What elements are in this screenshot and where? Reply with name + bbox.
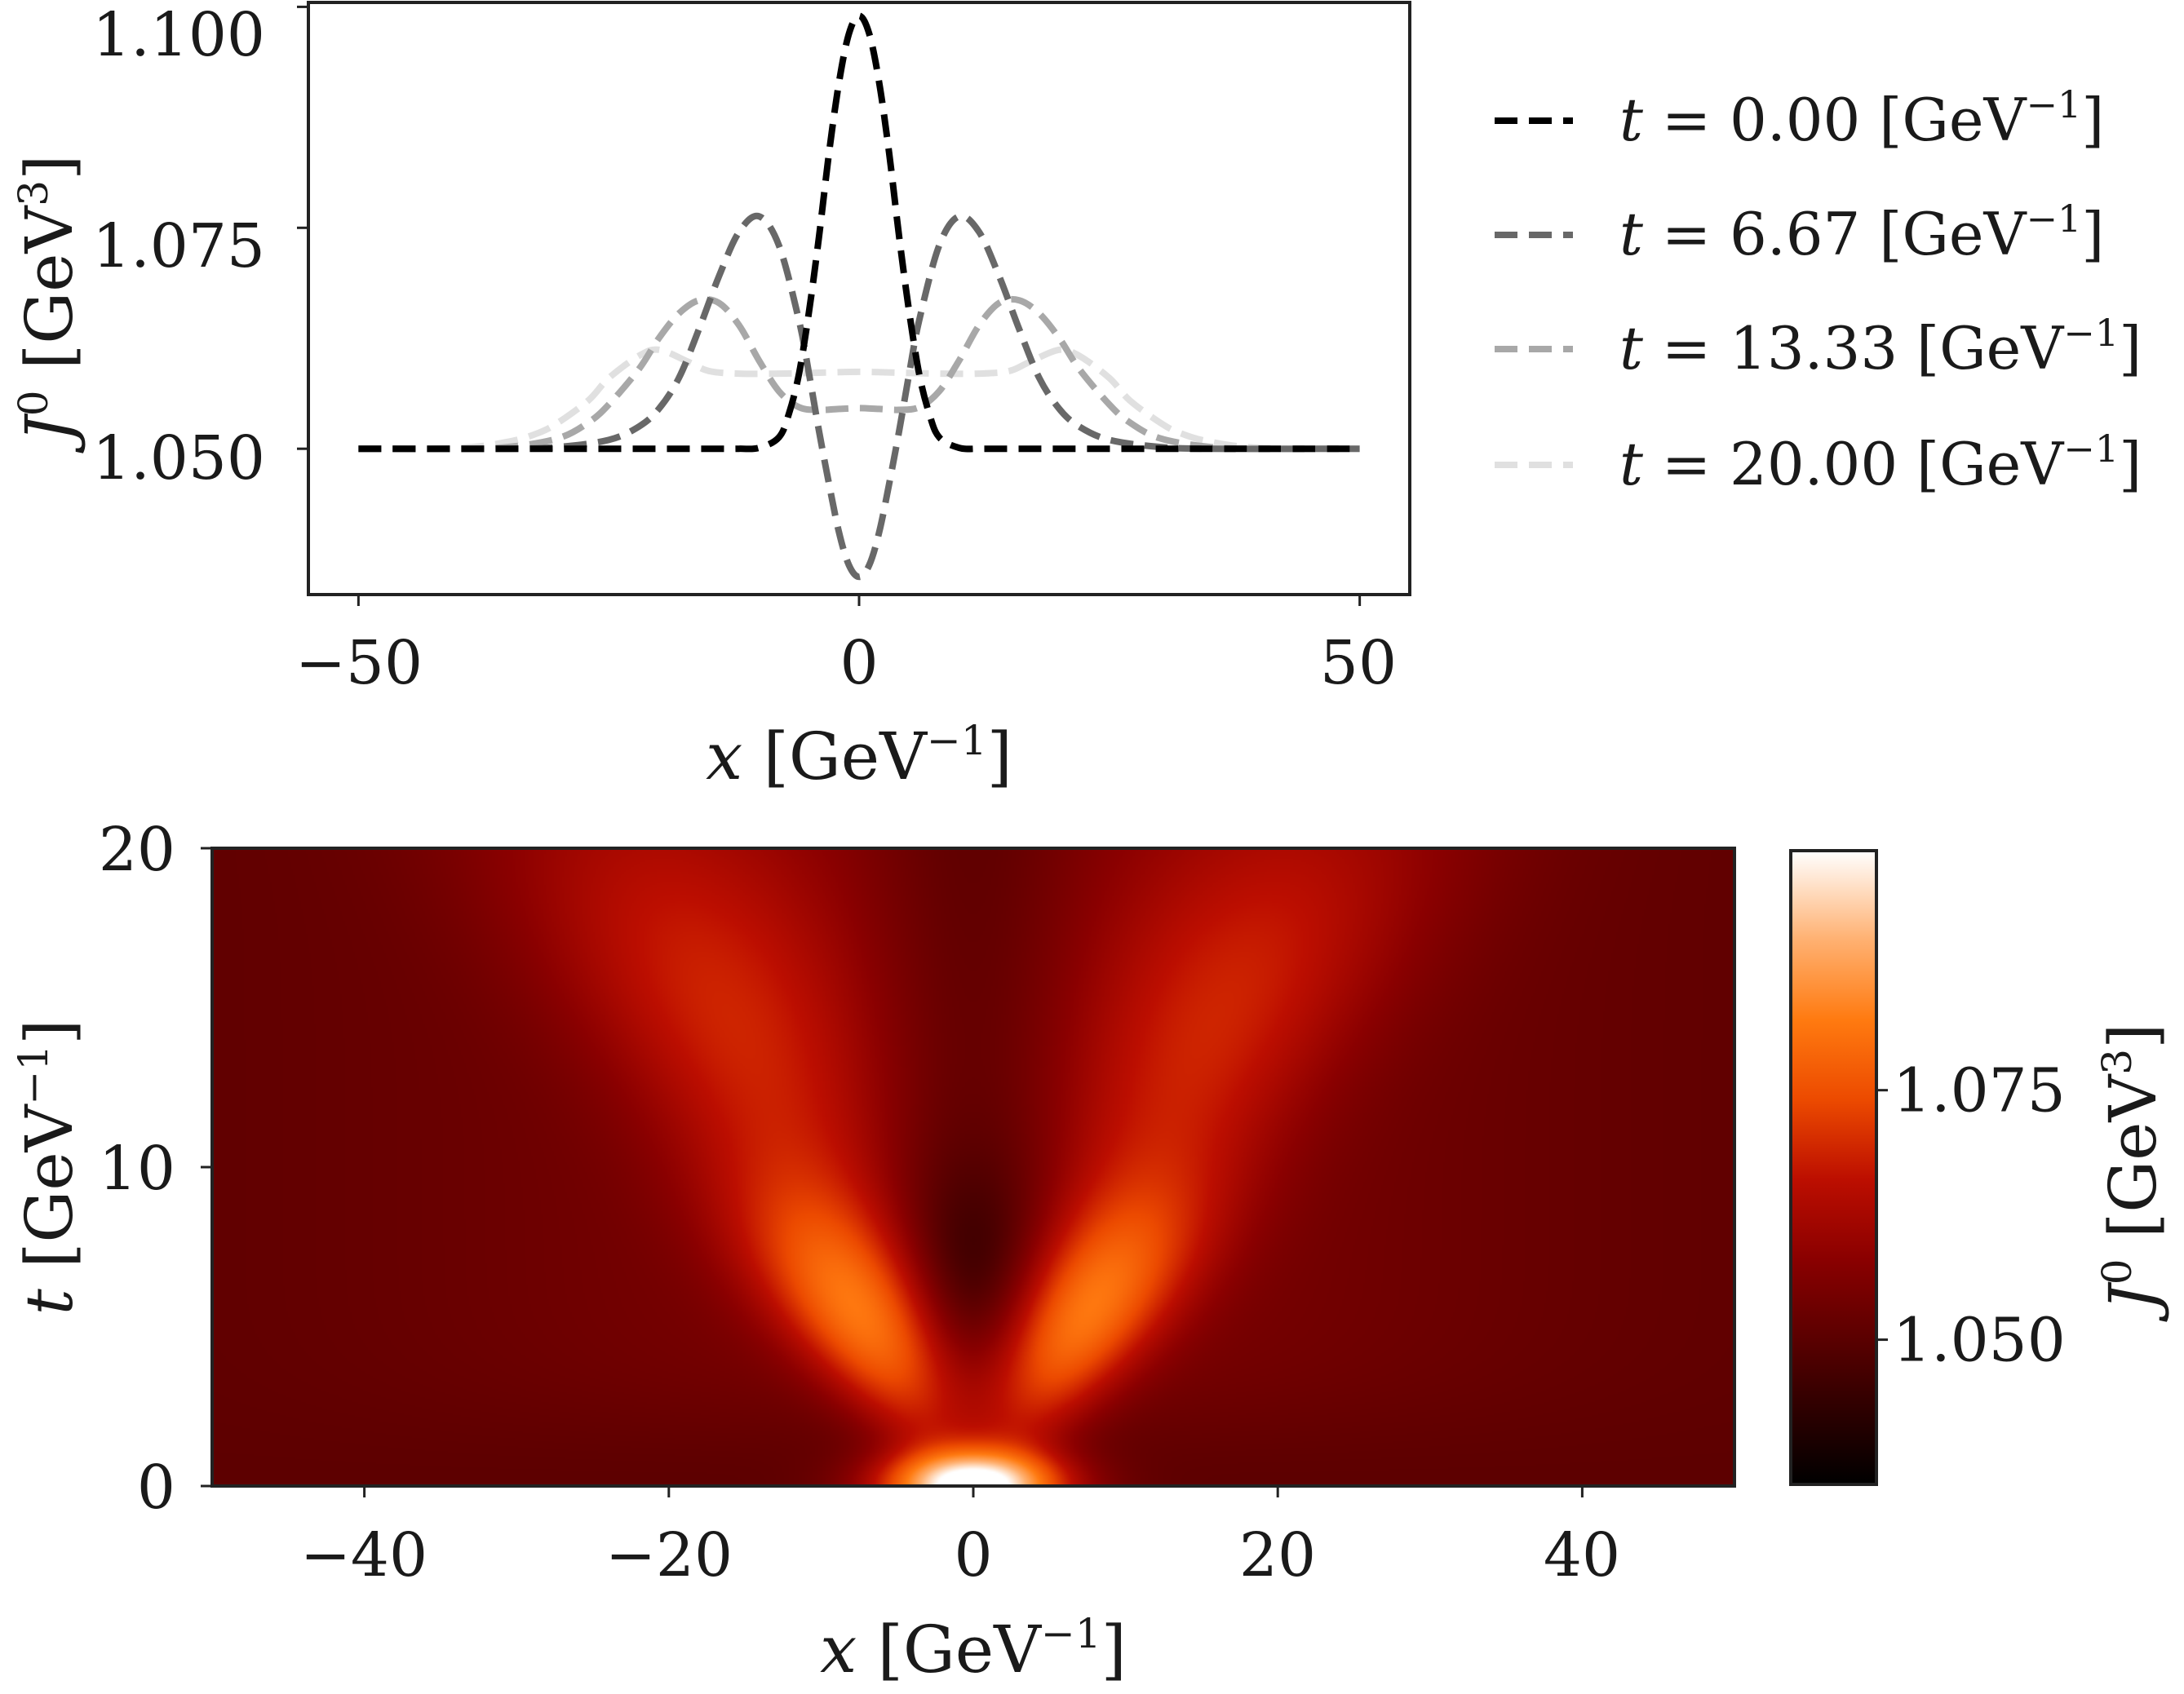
heatmap-chart: 20 10 0 −40 −20 0 20 40 x [GeV−1] t [GeV…: [10, 815, 2171, 1687]
colorbar: 1.050 1.075 J0 [GeV3]: [1789, 849, 2171, 1486]
legend-label: t = 0.00 [GeV−1]: [1619, 82, 2104, 154]
legend-entry: t = 13.33 [GeV−1]: [1495, 311, 2142, 383]
legend: t = 0.00 [GeV−1] t = 6.67 [GeV−1] t = 13…: [1495, 82, 2142, 498]
colorbar-frame: [1789, 849, 1878, 1486]
line-series-2: [358, 295, 1360, 453]
x-tick-label: 40: [1544, 1520, 1620, 1590]
y-tick-label: 1.075: [92, 211, 265, 281]
y-axis-label: t [GeV−1]: [10, 1019, 87, 1316]
line-series-3: [358, 346, 1360, 453]
colorbar-gradient: [1791, 851, 1876, 1484]
heatmap-canvas: [212, 848, 1734, 1486]
legend-entry: t = 20.00 [GeV−1]: [1495, 427, 2142, 498]
colorbar-tick-label: 1.050: [1893, 1306, 2066, 1376]
line-chart-frame: [307, 1, 1411, 596]
y-tick-label: 1.100: [92, 0, 265, 70]
legend-entry: t = 6.67 [GeV−1]: [1495, 197, 2104, 268]
legend-label: t = 20.00 [GeV−1]: [1619, 427, 2142, 498]
y-tick-label: 10: [99, 1134, 175, 1204]
line-series-group: [358, 12, 1360, 581]
y-tick-label: 1.050: [92, 423, 265, 493]
line-series-0: [358, 12, 1360, 453]
y-tick-labels: 1.100 1.075 1.050: [92, 0, 265, 493]
colorbar-label: J0 [GeV3]: [2093, 1024, 2171, 1323]
legend-label: t = 13.33 [GeV−1]: [1619, 311, 2142, 383]
x-axis-label: x [GeV−1]: [820, 1610, 1127, 1687]
heatmap-x-tick-labels: −40 −20 0 20 40: [300, 1520, 1620, 1590]
line-series-1: [358, 212, 1360, 581]
y-tick-label: 20: [99, 815, 175, 885]
legend-entry: t = 0.00 [GeV−1]: [1495, 82, 2104, 154]
x-tick-label: 50: [1320, 628, 1397, 698]
heatmap-y-tick-labels: 20 10 0: [99, 815, 175, 1523]
x-tick-label: 0: [839, 628, 878, 698]
y-tick-label: 0: [137, 1453, 175, 1523]
x-tick-label: 0: [954, 1520, 992, 1590]
x-tick-label: 20: [1239, 1520, 1316, 1590]
legend-label: t = 6.67 [GeV−1]: [1619, 197, 2104, 268]
x-tick-label: −20: [605, 1520, 733, 1590]
y-axis-label: J0 [GeV3]: [10, 155, 87, 454]
colorbar-ticks: 1.050 1.075: [1876, 1056, 2066, 1376]
x-tick-labels: −50 0 50: [295, 628, 1397, 698]
x-tick-label: −50: [295, 628, 423, 698]
x-axis-label: x [GeV−1]: [706, 717, 1012, 794]
heatmap-plot-area: [212, 848, 1734, 1486]
x-tick-label: −40: [300, 1520, 427, 1590]
line-chart: 1.100 1.075 1.050 −50 0 50 x [GeV−1] J0 …: [10, 0, 2142, 794]
colorbar-tick-label: 1.075: [1893, 1056, 2066, 1126]
